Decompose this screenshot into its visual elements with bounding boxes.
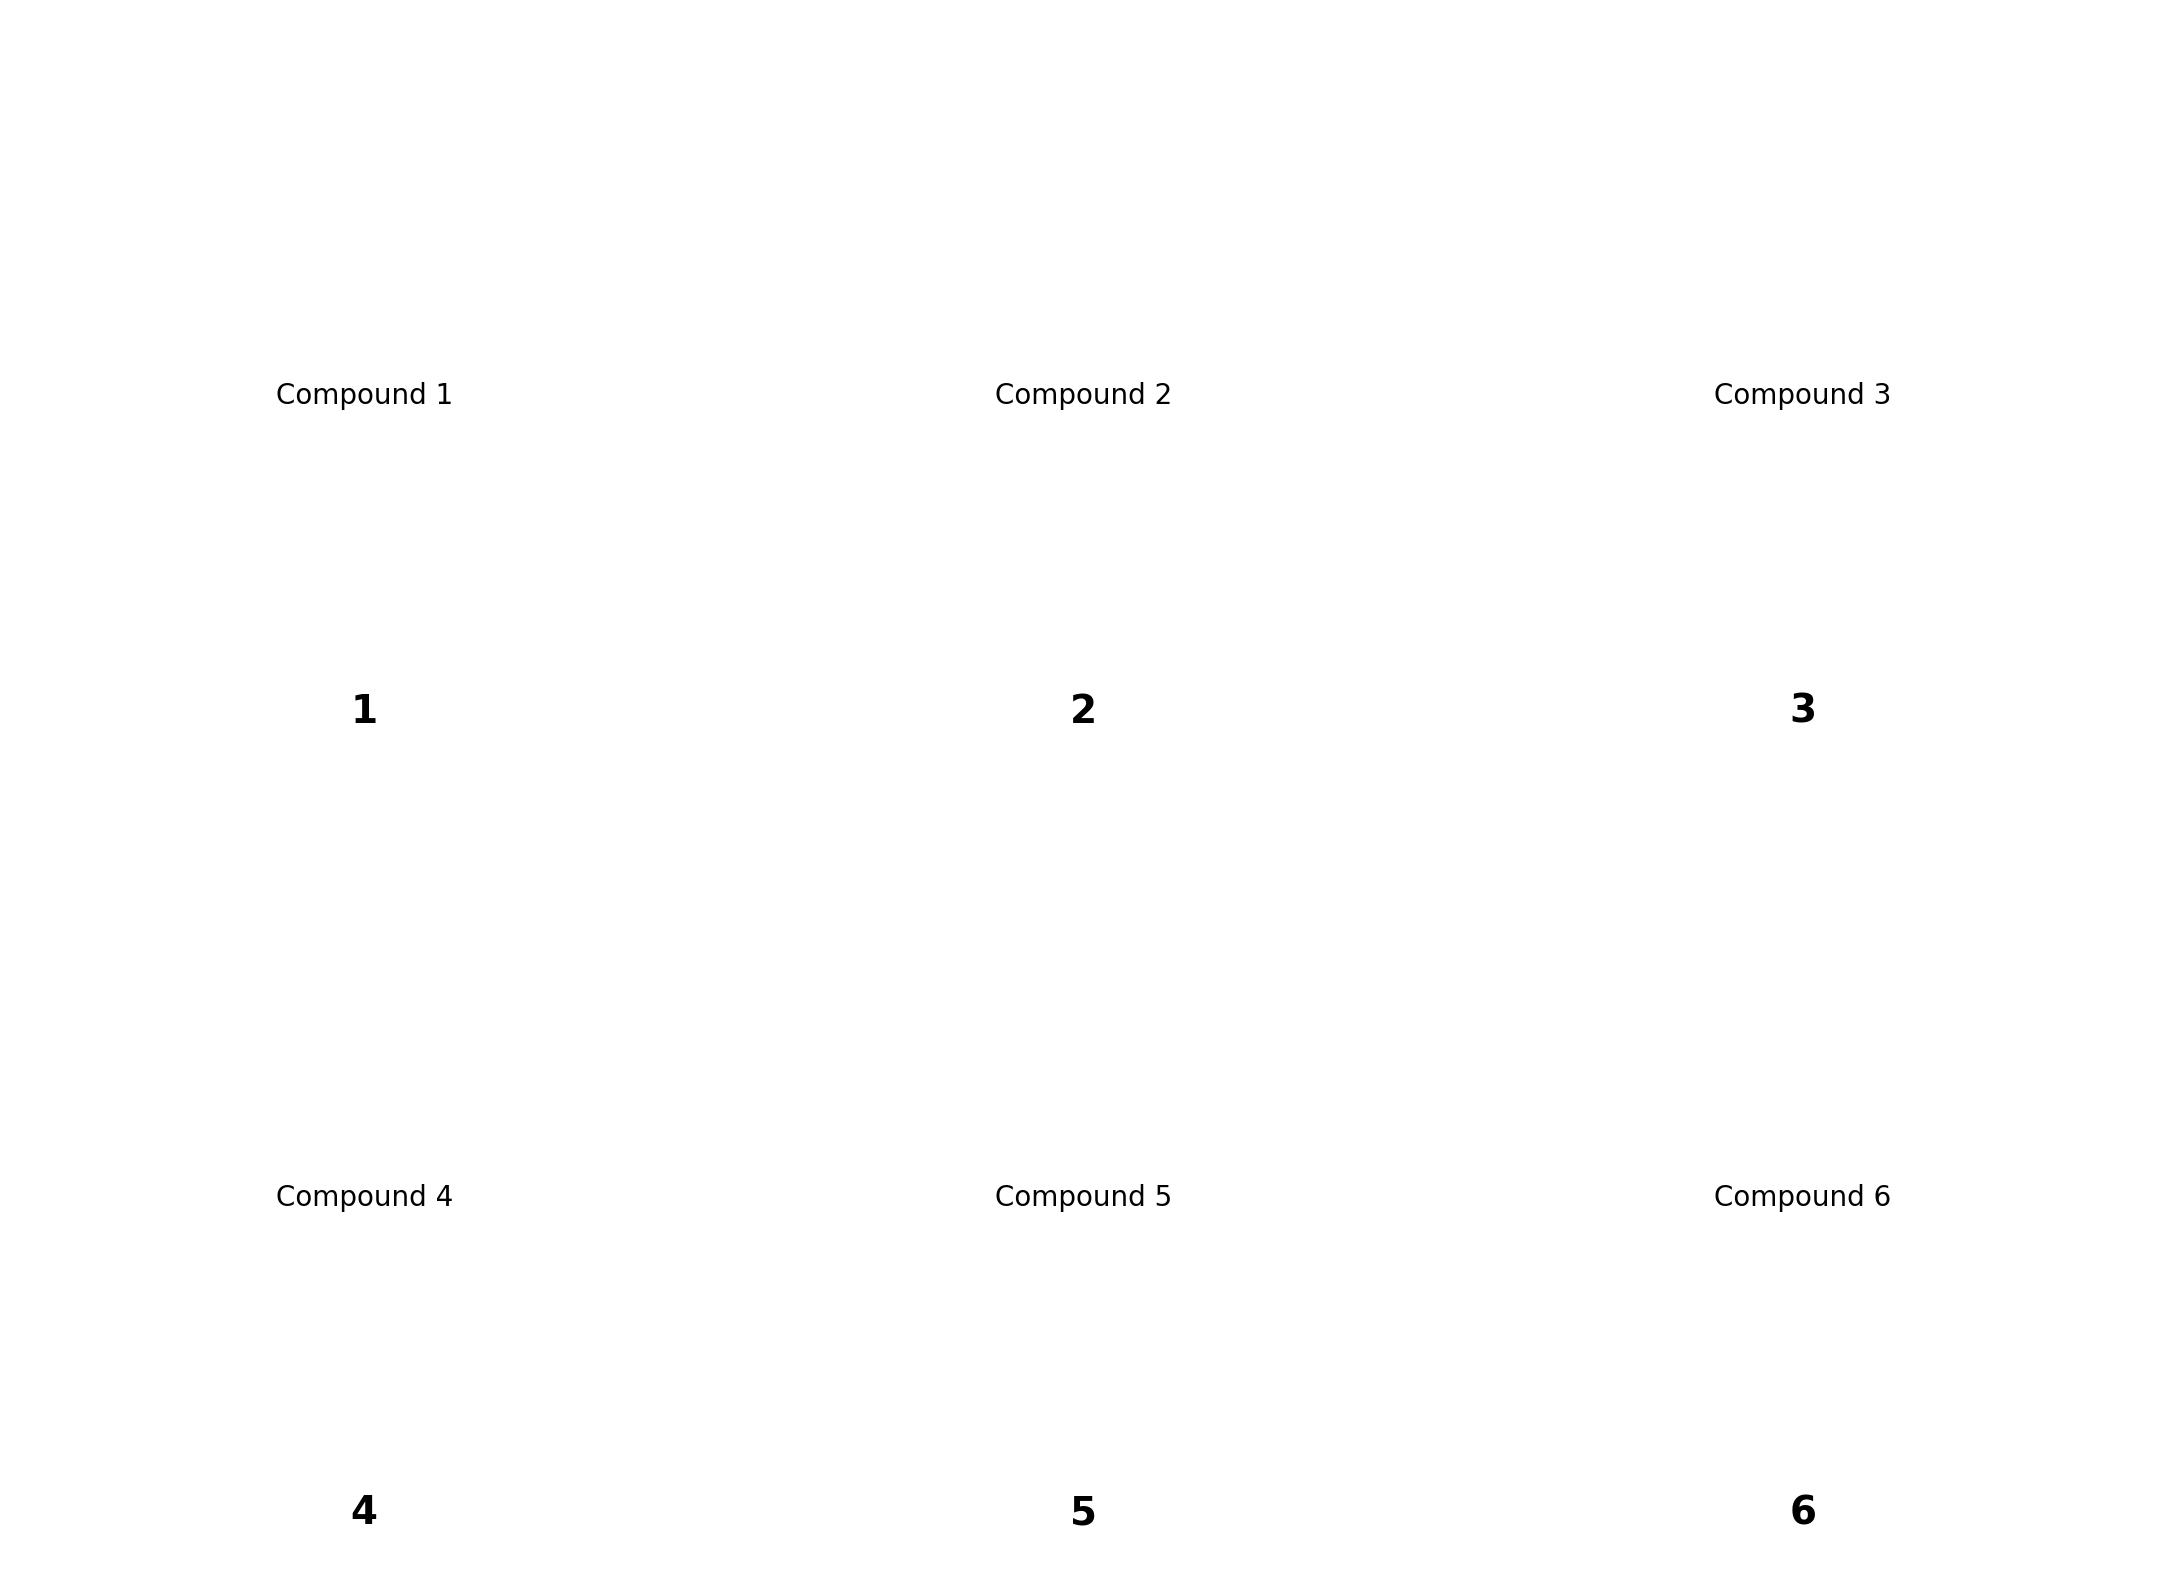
Text: 4: 4 (351, 1494, 377, 1532)
Text: 2: 2 (1070, 693, 1097, 730)
Text: Compound 4: Compound 4 (275, 1184, 453, 1211)
Text: Compound 6: Compound 6 (1714, 1184, 1892, 1211)
Text: Compound 3: Compound 3 (1714, 383, 1892, 410)
Text: Compound 2: Compound 2 (995, 383, 1172, 410)
Text: 5: 5 (1070, 1494, 1097, 1532)
Text: 1: 1 (351, 693, 377, 730)
Text: 6: 6 (1790, 1494, 1816, 1532)
Text: Compound 1: Compound 1 (275, 383, 453, 410)
Text: 3: 3 (1790, 693, 1816, 730)
Text: Compound 5: Compound 5 (995, 1184, 1172, 1211)
